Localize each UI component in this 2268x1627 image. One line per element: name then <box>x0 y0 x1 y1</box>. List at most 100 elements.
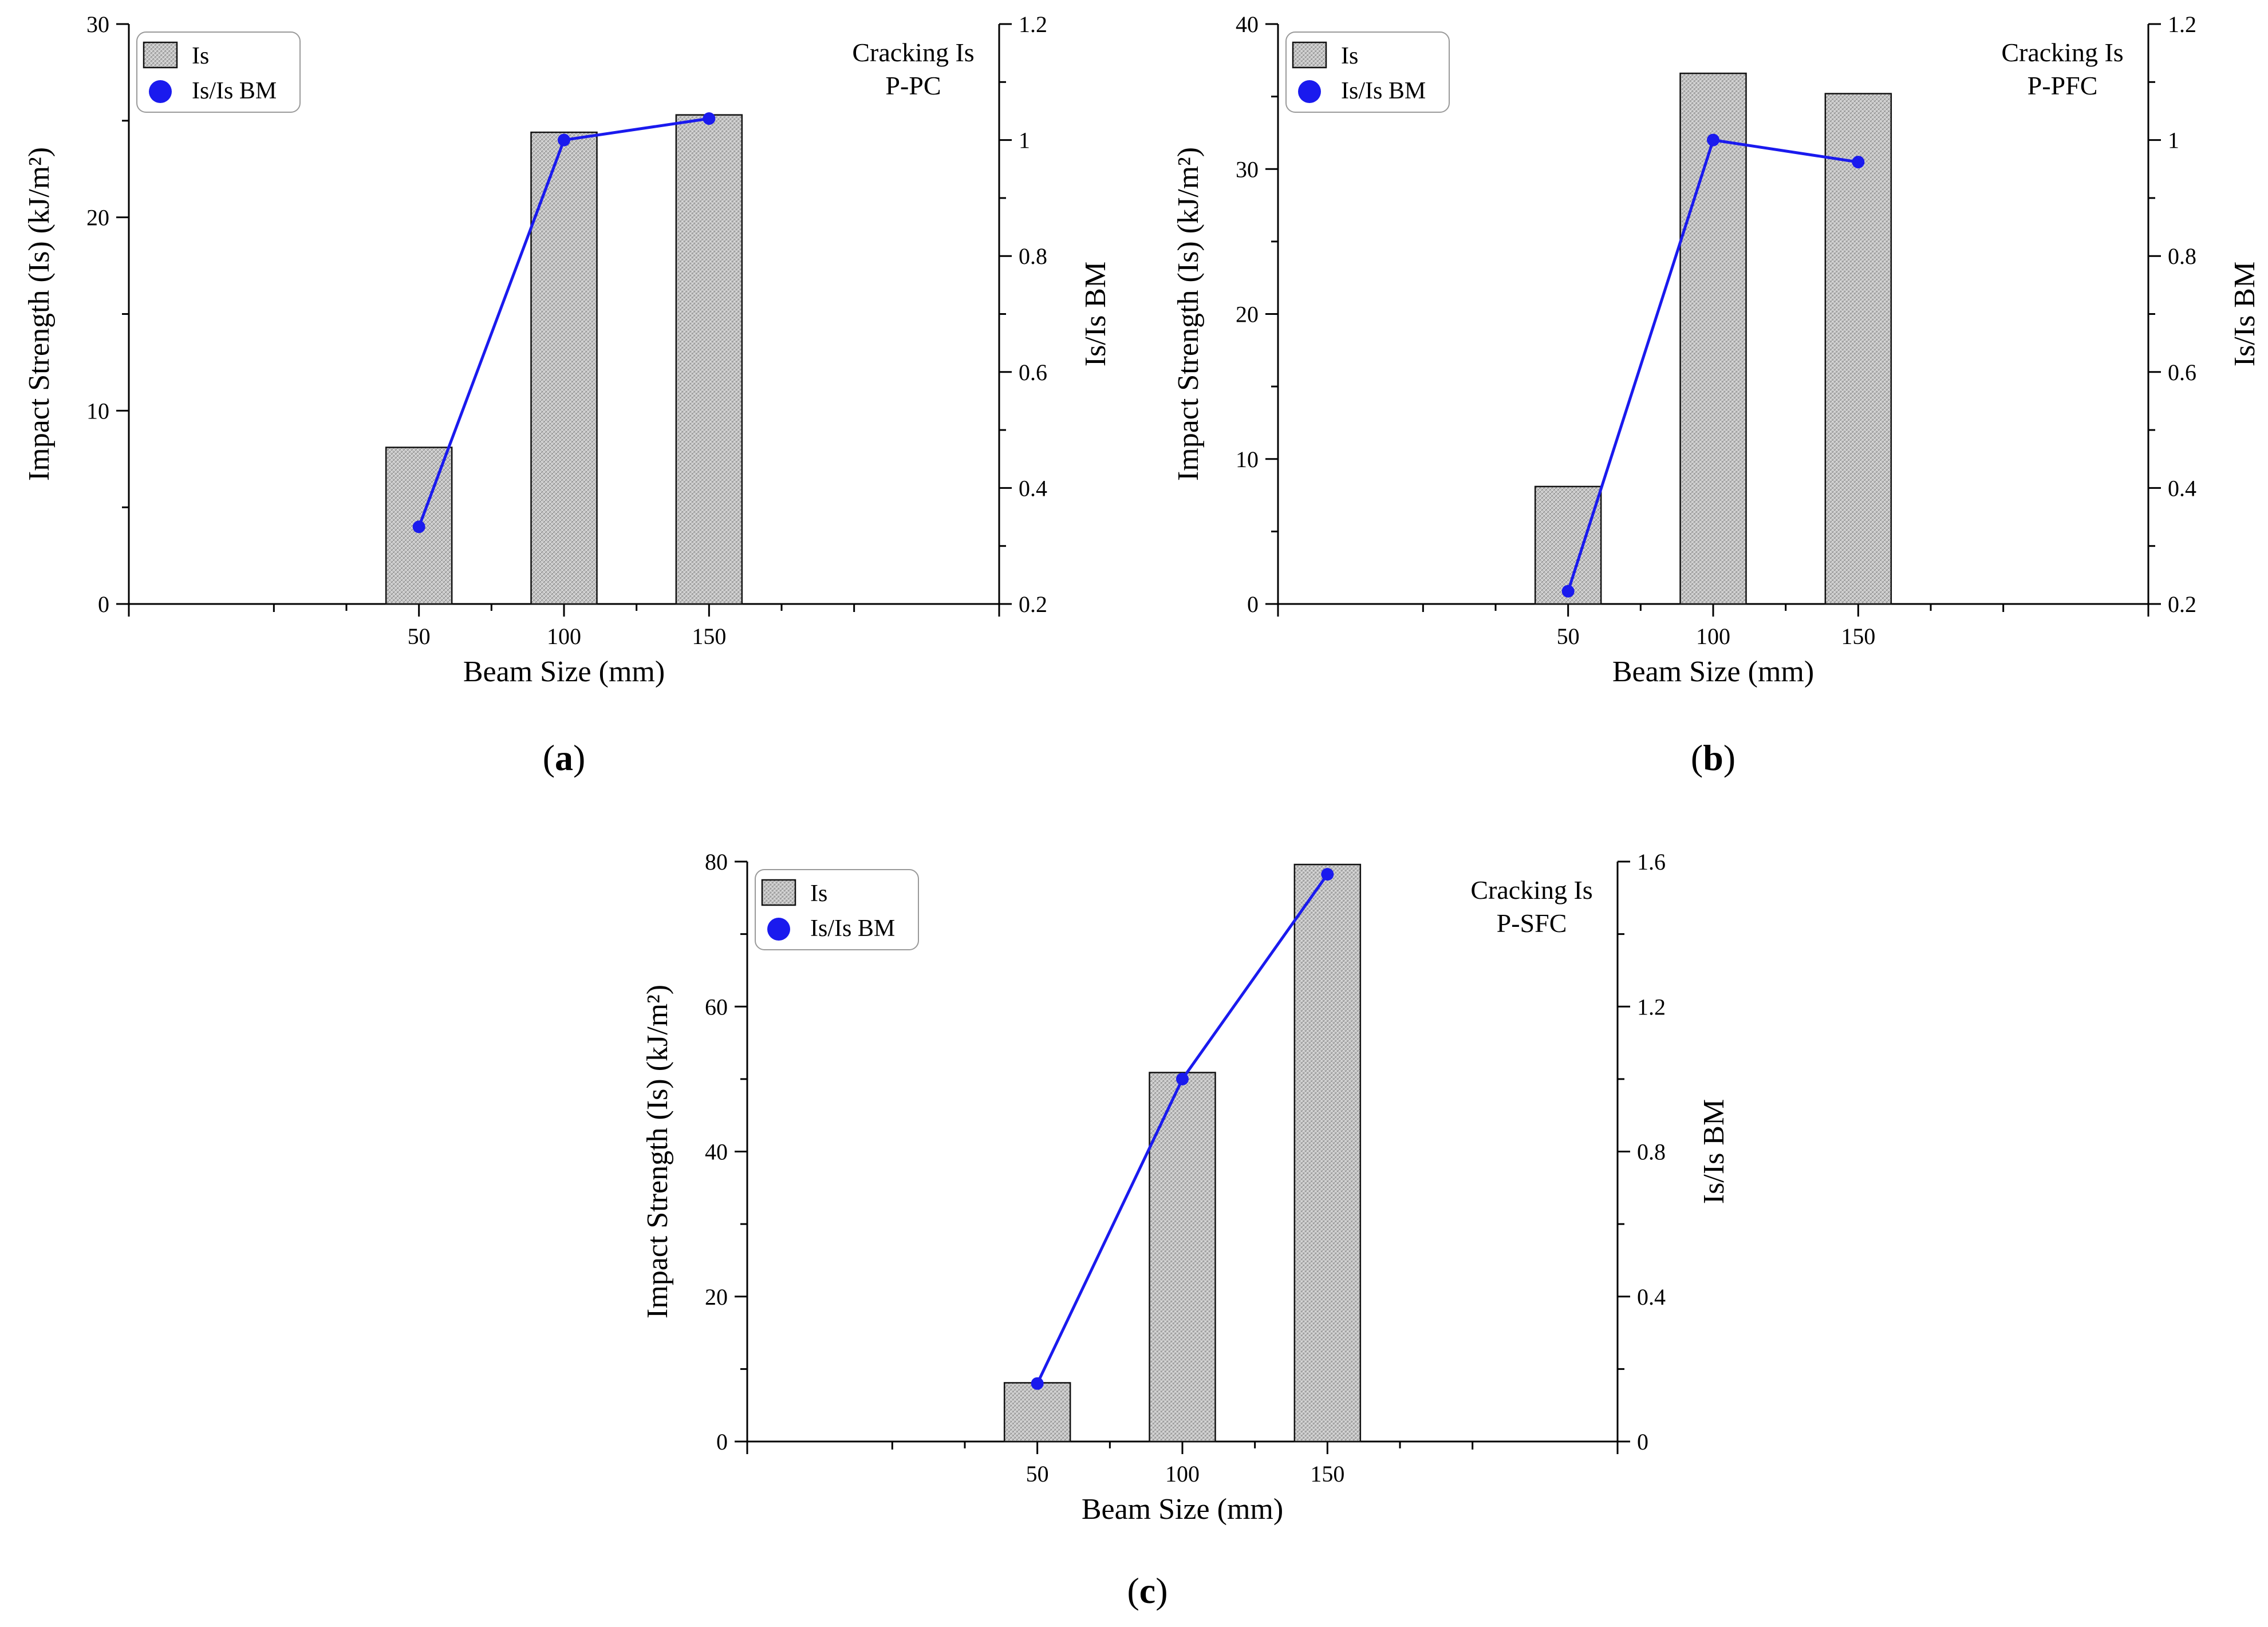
left-y-tick-label: 10 <box>86 398 109 424</box>
ratio-point-100 <box>1176 1072 1189 1085</box>
left-y-axis-title: Impact Strength (Is) (kJ/m²) <box>641 985 674 1318</box>
left-y-axis-title: Impact Strength (Is) (kJ/m²) <box>23 147 56 481</box>
left-y-tick-label: 30 <box>86 11 109 37</box>
x-tick-label: 150 <box>692 623 726 649</box>
x-axis-title: Beam Size (mm) <box>1082 1493 1283 1526</box>
panel-label-close-paren: ) <box>1155 1570 1167 1611</box>
legend-bar-swatch <box>761 879 796 906</box>
right-y-tick-label: 0.4 <box>1019 475 1047 501</box>
right-y-tick-label: 1.2 <box>2168 11 2196 37</box>
right-y-tick-label: 0 <box>1637 1429 1648 1455</box>
legend-marker-swatch <box>1298 80 1321 103</box>
left-y-tick-label: 40 <box>705 1139 728 1165</box>
chart-panel-a: 0 10 20 30 0.2 0.4 0.6 0.8 1 1.2 50 100 150 Beam Size… <box>23 11 1112 778</box>
legend-label-ratio: Is/Is BM <box>810 915 895 942</box>
legend-marker-swatch <box>767 918 790 941</box>
x-tick-label: 50 <box>1557 623 1580 649</box>
left-y-tick-label: 0 <box>1247 591 1259 617</box>
x-tick-label: 50 <box>1026 1461 1049 1487</box>
right-y-tick-label: 1 <box>1019 128 1030 153</box>
right-y-tick-label: 1.2 <box>1637 994 1666 1020</box>
left-y-tick-label: 0 <box>716 1429 728 1455</box>
bar-is-150 <box>1293 863 1362 1443</box>
panel-label-letter: c <box>1139 1570 1155 1611</box>
right-y-tick-label: 0.8 <box>1019 243 1047 269</box>
annotation-title: Cracking Is <box>852 38 974 67</box>
legend-label-ratio: Is/Is BM <box>1341 78 1426 104</box>
annotation-mix: P-PC <box>885 71 941 100</box>
panel-label-letter: a <box>555 737 573 778</box>
ratio-point-50 <box>1031 1377 1044 1390</box>
legend-label-is: Is <box>1341 43 1358 69</box>
bar-is-150 <box>675 114 743 605</box>
panel-label: (c) <box>1127 1570 1167 1611</box>
ratio-point-50 <box>1561 585 1575 598</box>
legend-label-is: Is <box>192 43 209 69</box>
annotation-mix: P-PFC <box>2028 71 2098 100</box>
legend-marker-swatch <box>149 80 172 103</box>
right-y-axis-title: Is/Is BM <box>1698 1099 1730 1204</box>
left-y-tick-label: 60 <box>705 994 728 1020</box>
left-y-tick-label: 0 <box>98 591 109 617</box>
right-y-tick-label: 0.4 <box>1637 1284 1666 1310</box>
right-y-tick-label: 0.8 <box>2168 243 2196 269</box>
bar-is-100 <box>1149 1072 1216 1443</box>
panel-label-close-paren: ) <box>1723 737 1735 778</box>
right-y-tick-label: 1.6 <box>1637 849 1666 875</box>
x-tick-label: 100 <box>1165 1461 1200 1487</box>
legend-label-is: Is <box>810 880 827 907</box>
left-y-tick-label: 20 <box>86 205 109 231</box>
bar-is-50 <box>1003 1382 1071 1443</box>
right-y-tick-label: 0.4 <box>2168 475 2196 501</box>
right-y-tick-label: 1 <box>2168 128 2179 153</box>
legend-bar-swatch <box>143 41 178 69</box>
panel-label: (a) <box>543 737 586 778</box>
panel-label-close-paren: ) <box>573 737 585 778</box>
right-y-tick-label: 0.2 <box>2168 591 2196 617</box>
ratio-point-150 <box>1321 868 1334 881</box>
panel-label-open-paren: ( <box>1691 737 1703 778</box>
bar-is-100 <box>530 131 598 605</box>
left-y-tick-label: 10 <box>1236 447 1259 472</box>
bar-is-150 <box>1824 93 1892 605</box>
annotation-title: Cracking Is <box>1470 875 1592 905</box>
x-axis-title: Beam Size (mm) <box>1612 655 1814 688</box>
x-tick-label: 100 <box>1696 623 1730 649</box>
ratio-point-100 <box>1707 133 1719 147</box>
legend-label-ratio: Is/Is BM <box>192 78 277 104</box>
legend-bar-swatch <box>1292 41 1327 69</box>
right-y-tick-label: 0.6 <box>2168 360 2196 385</box>
annotation-mix: P-SFC <box>1497 909 1567 938</box>
right-y-axis-title: Is/Is BM <box>2228 262 2261 366</box>
annotation-title: Cracking Is <box>2001 38 2123 67</box>
left-y-tick-label: 40 <box>1236 11 1259 37</box>
ratio-point-100 <box>558 133 570 147</box>
chart-panel-b: 0 10 20 30 40 0.2 0.4 0.6 0.8 1 1.2 50 100 150 Beam Si… <box>1172 11 2261 778</box>
ratio-point-50 <box>412 520 425 534</box>
x-tick-label: 150 <box>1841 623 1875 649</box>
x-tick-label: 50 <box>408 623 431 649</box>
left-y-axis-title: Impact Strength (Is) (kJ/m²) <box>1172 147 1205 481</box>
left-y-tick-label: 80 <box>705 849 728 875</box>
right-y-tick-label: 1.2 <box>1019 11 1047 37</box>
right-y-tick-label: 0.8 <box>1637 1139 1666 1165</box>
chart-panel-c: 0 20 40 60 80 0 0.4 0.8 1.2 1.6 50 100 150 Beam Size … <box>641 849 1730 1611</box>
x-axis-title: Beam Size (mm) <box>463 655 665 688</box>
x-tick-label: 100 <box>547 623 581 649</box>
panel-label: (b) <box>1691 737 1735 778</box>
ratio-point-150 <box>1852 156 1865 169</box>
x-tick-label: 150 <box>1310 1461 1344 1487</box>
left-y-tick-label: 20 <box>705 1284 728 1310</box>
bar-is-100 <box>1679 72 1747 605</box>
left-y-tick-label: 30 <box>1236 156 1259 182</box>
panel-label-open-paren: ( <box>543 737 555 778</box>
ratio-point-150 <box>703 112 716 125</box>
right-y-tick-label: 0.2 <box>1019 591 1047 617</box>
left-y-tick-label: 20 <box>1236 302 1259 327</box>
bar-is-50 <box>1534 485 1602 605</box>
panel-label-letter: b <box>1703 737 1723 778</box>
panel-label-open-paren: ( <box>1127 1570 1139 1611</box>
right-y-axis-title: Is/Is BM <box>1079 262 1112 366</box>
right-y-tick-label: 0.6 <box>1019 360 1047 385</box>
